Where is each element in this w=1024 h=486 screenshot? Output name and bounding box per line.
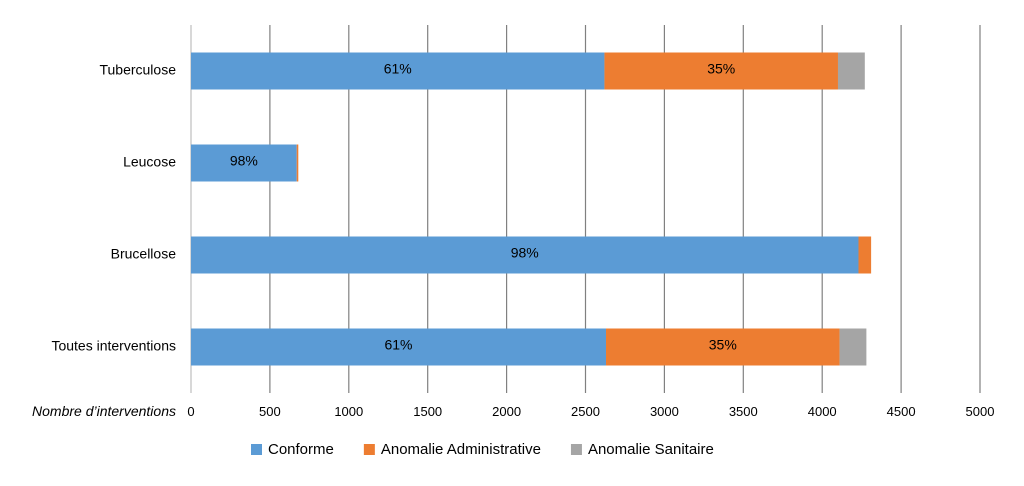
bar-segment xyxy=(839,328,867,366)
x-tick-label: 0 xyxy=(187,404,194,419)
bars: 61% 35% 98% 98% 61% 35% xyxy=(191,52,872,366)
x-tick-label: 500 xyxy=(259,404,281,419)
data-label: 98% xyxy=(511,245,539,261)
x-tick-label: 3000 xyxy=(650,404,679,419)
legend-swatch xyxy=(251,444,262,455)
x-tick-label: 2000 xyxy=(492,404,521,419)
x-tick-label: 5000 xyxy=(966,404,995,419)
category-label: Tuberculose xyxy=(99,62,176,78)
legend-label: Anomalie Administrative xyxy=(381,441,541,458)
data-label: 98% xyxy=(230,153,258,169)
data-label: 35% xyxy=(709,337,737,353)
x-tick-label: 1500 xyxy=(413,404,442,419)
x-tick-label: 3500 xyxy=(729,404,758,419)
legend-swatch xyxy=(363,444,375,455)
bar-segment xyxy=(191,144,297,182)
bar-segment xyxy=(191,52,605,90)
bar-segment xyxy=(296,144,299,182)
data-label: 35% xyxy=(707,61,735,77)
x-tick-label: 1000 xyxy=(334,404,363,419)
x-axis-title: Nombre d’interventions xyxy=(32,403,176,419)
category-label: Leucose xyxy=(123,154,176,170)
x-tick-label: 4500 xyxy=(887,404,916,419)
x-tick-label: 4000 xyxy=(808,404,837,419)
legend-label: Conforme xyxy=(268,441,334,458)
legend-swatch xyxy=(570,444,582,455)
category-label: Brucellose xyxy=(111,246,177,262)
x-tick-label: 2500 xyxy=(571,404,600,419)
category-label: Toutes interventions xyxy=(51,338,176,354)
data-label: 61% xyxy=(384,337,412,353)
bar-segment xyxy=(191,328,607,366)
bar-segment xyxy=(837,52,865,90)
category-labels: Tuberculose Leucose Brucellose Toutes inter… xyxy=(51,62,176,354)
bar-segment xyxy=(604,52,838,90)
bar-segment xyxy=(191,236,859,274)
x-tick-labels: 0 500 1000 1500 2000 2500 3000 3500 4000 4500 5000 xyxy=(187,404,994,419)
bar-segment xyxy=(858,236,872,274)
bar-segment xyxy=(606,328,840,366)
legend-label: Anomalie Sanitaire xyxy=(588,441,714,458)
legend: Conforme Anomalie Administrative Anomalie … xyxy=(251,441,714,458)
data-label: 61% xyxy=(384,61,412,77)
